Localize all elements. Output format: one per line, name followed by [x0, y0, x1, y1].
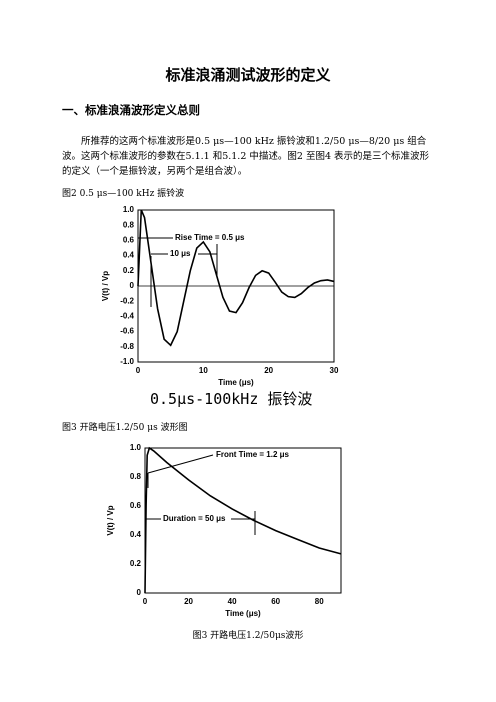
leader: [147, 454, 214, 474]
x-tick-label: 10: [199, 366, 208, 375]
x-tick-label: 0: [136, 366, 141, 375]
y-tick-label: 0.8: [130, 472, 142, 481]
y-tick-label: 0.4: [123, 251, 135, 260]
y-tick-label: -1.0: [120, 357, 134, 366]
figure-caption: 图2 0.5 μs—100 kHz 振铃波: [62, 189, 185, 199]
y-tick-label: 0: [130, 281, 135, 290]
chart: V(t) / Vp Time (μs) 80 60 40 20 0 1.0 0.8 0.6 0.4 0…: [106, 443, 342, 618]
y-tick-label: 0.6: [123, 236, 135, 245]
x-tick-label: 20: [184, 597, 193, 606]
y-tick-label: -0.8: [120, 342, 134, 351]
figure-subtitle: 0.5μs-100kHz 振铃波: [150, 390, 313, 408]
y-tick-label: -0.6: [120, 327, 134, 336]
y-tick-label: 0.8: [123, 220, 135, 229]
x-tick-label: 30: [330, 366, 339, 375]
annotation: Duration = 50 μs: [163, 514, 226, 523]
line-series: [144, 446, 342, 594]
y-tick-label: 0.4: [130, 530, 142, 539]
x-tick-label: 0: [143, 597, 148, 606]
y-axis-label: V(t) / Vp: [101, 271, 110, 301]
x-tick-label: 20: [264, 366, 273, 375]
figure-caption: 图3 开路电压1.2/50μs波形: [192, 631, 304, 641]
annotation: Front Time = 1.2 μs: [216, 450, 290, 459]
x-axis-label: Time (μs): [225, 609, 261, 618]
annotation: Rise Time = 0.5 μs: [175, 233, 245, 242]
y-tick-label: 0: [137, 588, 142, 597]
label-bg: [161, 514, 231, 524]
y-axis-label: V(t) / Vp: [106, 505, 115, 535]
x-tick-label: 60: [271, 597, 280, 606]
y-tick-label: -0.2: [120, 296, 134, 305]
paragraph: 所推荐的这两个标准波形是0.5 μs—100 kHz 振铃波和1.2/50 μs…: [62, 136, 430, 177]
y-tick-label: -0.4: [120, 312, 134, 321]
section-heading: 一、标准浪涌波形定义总则: [62, 103, 200, 117]
figure-caption: 图3 开路电压1.2/50 μs 波形图: [62, 423, 188, 433]
doc-title: 标准浪涌测试波形的定义: [165, 66, 331, 84]
annotation: 10 μs: [170, 249, 191, 258]
y-tick-label: 0.2: [123, 266, 135, 275]
y-tick-label: 1.0: [123, 205, 135, 214]
y-tick-label: 0.6: [130, 501, 142, 510]
y-tick-label: 1.0: [130, 443, 142, 452]
y-tick-label: 0.2: [130, 559, 142, 568]
line-series: [137, 209, 335, 347]
x-tick-label: 40: [228, 597, 237, 606]
x-axis-label: Time (μs): [218, 378, 254, 387]
x-tick-label: 80: [315, 597, 324, 606]
